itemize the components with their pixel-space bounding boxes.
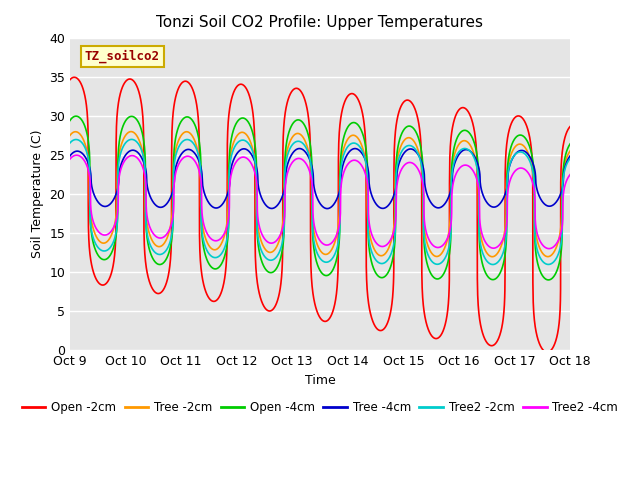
Title: Tonzi Soil CO2 Profile: Upper Temperatures: Tonzi Soil CO2 Profile: Upper Temperatur… <box>157 15 483 30</box>
Text: TZ_soilco2: TZ_soilco2 <box>85 50 160 63</box>
X-axis label: Time: Time <box>305 373 335 386</box>
Legend: Open -2cm, Tree -2cm, Open -4cm, Tree -4cm, Tree2 -2cm, Tree2 -4cm: Open -2cm, Tree -2cm, Open -4cm, Tree -4… <box>17 396 623 419</box>
Y-axis label: Soil Temperature (C): Soil Temperature (C) <box>31 130 44 258</box>
